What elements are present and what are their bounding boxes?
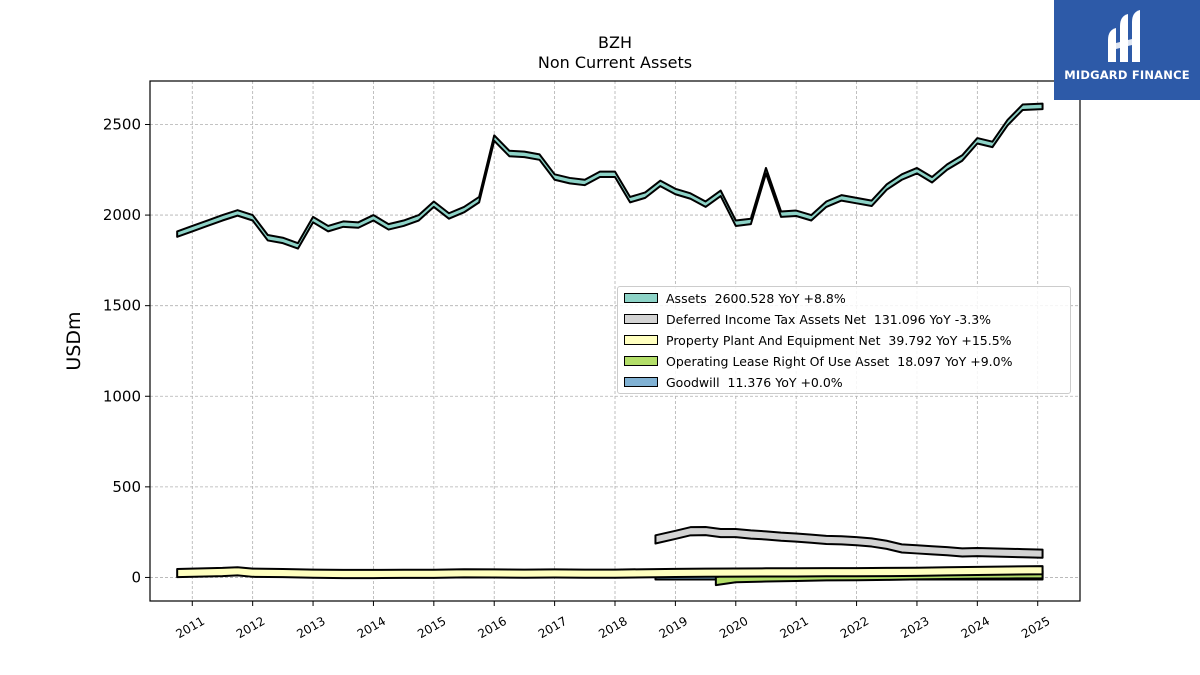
logo-mark-icon <box>1054 0 1200 100</box>
x-tick-label: 2025 <box>1019 614 1052 641</box>
legend-swatch-ppe <box>624 335 658 345</box>
chart-title: BZH <box>598 33 632 52</box>
y-tick-label: 2500 <box>103 115 141 133</box>
x-tick-label: 2014 <box>355 614 388 641</box>
x-tick-label: 2012 <box>234 614 267 641</box>
x-tick-label: 2023 <box>898 614 931 641</box>
chart-legend: Assets 2600.528 YoY +8.8% Deferred Incom… <box>617 286 1071 394</box>
legend-item-assets: Assets 2600.528 YoY +8.8% <box>624 289 846 307</box>
y-tick-label: 2000 <box>103 206 141 224</box>
chart-subtitle: Non Current Assets <box>538 53 692 72</box>
x-tick-label: 2019 <box>657 614 690 641</box>
x-tick-label: 2013 <box>294 614 327 641</box>
x-tick-label: 2018 <box>596 614 629 641</box>
legend-item-ppe: Property Plant And Equipment Net 39.792 … <box>624 331 1012 349</box>
midgard-finance-logo: MIDGARD FINANCE <box>1054 0 1200 100</box>
x-tick-label: 2016 <box>475 614 508 641</box>
y-tick-label: 0 <box>131 568 141 586</box>
x-tick-label: 2022 <box>838 614 871 641</box>
legend-item-deferred-tax: Deferred Income Tax Assets Net 131.096 Y… <box>624 310 991 328</box>
legend-label-goodwill: Goodwill 11.376 YoY +0.0% <box>666 374 843 390</box>
logo-text: MIDGARD FINANCE <box>1064 68 1190 82</box>
legend-swatch-assets <box>624 293 658 303</box>
legend-swatch-operating-lease <box>624 356 658 366</box>
legend-label-assets: Assets 2600.528 YoY +8.8% <box>666 290 846 306</box>
legend-item-goodwill: Goodwill 11.376 YoY +0.0% <box>624 373 843 391</box>
axes-frame <box>149 80 1081 602</box>
x-tick-label: 2021 <box>777 614 810 641</box>
x-tick-label: 2020 <box>717 614 750 641</box>
x-tick-label: 2011 <box>174 614 207 641</box>
series-deferred-income-tax-assets-net <box>654 525 1044 559</box>
legend-item-operating-lease: Operating Lease Right Of Use Asset 18.09… <box>624 352 1012 370</box>
series-property-plant-and-equipment-net <box>176 565 1044 580</box>
series-assets <box>176 102 1044 250</box>
legend-label-operating-lease: Operating Lease Right Of Use Asset 18.09… <box>666 353 1013 369</box>
y-tick-label: 1500 <box>103 297 141 315</box>
x-tick-label: 2024 <box>959 614 992 641</box>
legend-label-deferred-tax: Deferred Income Tax Assets Net 131.096 Y… <box>666 311 992 327</box>
x-tick-label: 2015 <box>415 614 448 641</box>
y-tick-label: 500 <box>112 478 141 496</box>
x-tick-label: 2017 <box>536 614 569 641</box>
y-tick-label: 1000 <box>103 387 141 405</box>
legend-swatch-deferred-tax <box>624 314 658 324</box>
y-axis-label: USDm <box>63 311 85 370</box>
legend-label-ppe: Property Plant And Equipment Net 39.792 … <box>666 332 1012 348</box>
legend-swatch-goodwill <box>624 377 658 387</box>
